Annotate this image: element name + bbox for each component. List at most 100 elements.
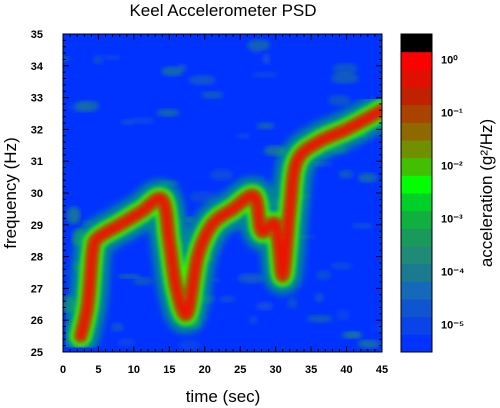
x-tick-label: 10 (128, 364, 140, 376)
heatmap-area (63, 34, 382, 352)
x-tick-label: 35 (305, 364, 317, 376)
x-axis-label: time (sec) (186, 387, 261, 406)
y-tick-label: 33 (31, 93, 43, 105)
colorbar-swatch (401, 210, 432, 229)
noise-blob (338, 169, 354, 179)
noise-blob (236, 133, 250, 139)
noise-blob (117, 338, 135, 347)
noise-blob (178, 339, 201, 351)
colorbar-swatch (401, 87, 432, 106)
x-tick-label: 45 (376, 364, 388, 376)
colorbar-swatch (401, 51, 432, 70)
noise-blob (315, 270, 332, 280)
ridge-core-red (76, 106, 382, 341)
colorbar-swatch (401, 228, 432, 247)
noise-blob (371, 324, 382, 332)
colorbar-swatch (401, 175, 432, 194)
colorbar-tick-label: 10⁻² (441, 160, 463, 172)
noise-blob (256, 122, 275, 130)
noise-blob (156, 108, 180, 118)
noise-blob (247, 39, 271, 51)
colorbar-swatch (401, 34, 432, 53)
colorbar-tick-label: 10⁻⁴ (441, 266, 464, 278)
noise-blob (129, 117, 155, 125)
noise-blob (256, 301, 274, 311)
noise-blob (92, 54, 104, 65)
y-tick-label: 35 (31, 29, 43, 41)
colorbar-tick-label: 10⁰ (441, 54, 458, 66)
noise-blob (357, 172, 378, 183)
colorbar-tick-label: 10⁻¹ (441, 107, 463, 119)
y-tick-label: 34 (31, 61, 44, 73)
noise-blob (287, 297, 298, 309)
noise-blob (63, 56, 70, 62)
x-tick-label: 0 (60, 364, 66, 376)
chart-title: Keel Accelerometer PSD (129, 1, 316, 20)
noise-blob (210, 169, 234, 181)
noise-blob (188, 74, 216, 86)
x-tick-label: 5 (95, 364, 101, 376)
colorbar-swatch (401, 104, 432, 123)
colorbar-swatch (401, 246, 432, 265)
noise-blob (330, 262, 353, 270)
y-tick-label: 31 (31, 156, 43, 168)
noise-blob (120, 119, 135, 125)
noise-blob (74, 100, 100, 112)
colorbar-swatch (401, 299, 432, 318)
noise-blob (330, 72, 359, 84)
y-tick-label: 30 (31, 188, 43, 200)
colorbar-frame (400, 33, 433, 353)
colorbar-swatch (401, 263, 432, 282)
noise-blob (117, 273, 142, 279)
noise-blob (328, 95, 351, 107)
x-tick-label: 25 (234, 364, 246, 376)
noise-blob (63, 271, 72, 275)
noise-blob (66, 206, 81, 225)
colorbar-swatch (401, 69, 432, 88)
noise-blob (102, 55, 121, 61)
noise-blob (332, 63, 359, 75)
noise-blob (110, 322, 125, 332)
colorbar-swatch (401, 193, 432, 212)
x-tick-label: 40 (340, 364, 352, 376)
noise-blob (341, 331, 363, 339)
y-tick-label: 28 (31, 252, 43, 264)
colorbar-label: acceleration (g²/Hz) (477, 119, 496, 267)
noise-blob (201, 91, 224, 99)
x-tick-label: 20 (199, 364, 211, 376)
psd-ridge (63, 91, 382, 352)
noise-blob (335, 309, 350, 321)
colorbar: 10⁰ 10⁻¹ 10⁻² 10⁻³ 10⁻⁴ 10⁻⁵ (400, 33, 464, 353)
noise-blob (211, 277, 221, 283)
y-tick-label: 29 (31, 220, 43, 232)
y-tick-label: 25 (31, 347, 43, 359)
noise-blob (132, 276, 154, 286)
colorbar-swatch (401, 316, 432, 335)
noise-blob (314, 292, 324, 303)
y-tick-label: 32 (31, 124, 43, 136)
colorbar-swatch (401, 157, 432, 176)
noise-blob (249, 315, 259, 325)
noise-blob (219, 296, 236, 303)
colorbar-swatch (401, 334, 432, 353)
y-axis-label: frequency (Hz) (1, 137, 20, 248)
colorbar-tick-label: 10⁻³ (441, 213, 463, 225)
axis-ticks: 0 5 10 15 20 25 30 35 40 45 25 26 27 28 29 30 31 32 33 34 35 (31, 29, 388, 376)
colorbar-swatch (401, 140, 432, 159)
noise-blob (306, 314, 333, 323)
noise-blob (262, 53, 271, 65)
colorbar-swatch (401, 281, 432, 300)
x-tick-label: 30 (270, 364, 282, 376)
y-tick-label: 27 (31, 283, 43, 295)
colorbar-tick-label: 10⁻⁵ (441, 319, 464, 331)
noise-blob (189, 191, 217, 204)
noise-blob (357, 339, 381, 349)
colorbar-swatch (401, 122, 432, 141)
y-tick-label: 26 (31, 315, 43, 327)
noise-blob (351, 222, 374, 229)
noise-blob (251, 71, 278, 78)
noise-blob (237, 273, 264, 284)
noise-blob (161, 66, 184, 77)
x-tick-label: 15 (163, 364, 175, 376)
